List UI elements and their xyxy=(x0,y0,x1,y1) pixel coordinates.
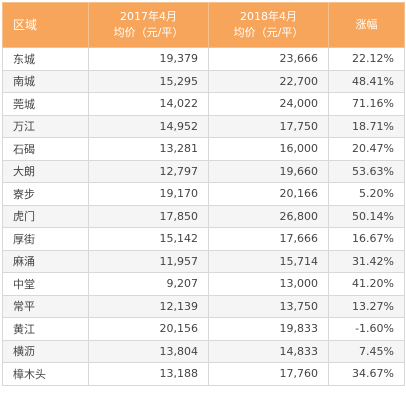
cell-price-2018: 17,666 xyxy=(208,227,329,251)
cell-area: 东城 xyxy=(2,47,89,71)
table-row: 石碣 13,281 16,000 20.47% xyxy=(2,137,405,161)
cell-price-2017: 9,207 xyxy=(88,272,209,296)
cell-price-2017: 17,850 xyxy=(88,204,209,228)
cell-price-2017: 14,952 xyxy=(88,114,209,138)
cell-price-2018: 14,833 xyxy=(208,339,329,363)
table-row: 万江 14,952 17,750 18.71% xyxy=(2,114,405,138)
cell-price-2017: 19,379 xyxy=(88,47,209,71)
cell-change: 22.12% xyxy=(328,47,405,71)
cell-price-2018: 20,166 xyxy=(208,182,329,206)
cell-price-2018: 15,714 xyxy=(208,249,329,273)
table-row: 樟木头 13,188 17,760 34.67% xyxy=(2,362,405,386)
cell-price-2017: 15,142 xyxy=(88,227,209,251)
cell-area: 万江 xyxy=(2,114,89,138)
table-row: 虎门 17,850 26,800 50.14% xyxy=(2,204,405,228)
cell-area: 大朗 xyxy=(2,159,89,183)
header-area: 区域 xyxy=(2,2,89,48)
cell-price-2018: 23,666 xyxy=(208,47,329,71)
cell-area: 虎门 xyxy=(2,204,89,228)
cell-change: 20.47% xyxy=(328,137,405,161)
cell-price-2017: 13,281 xyxy=(88,137,209,161)
table-row: 中堂 9,207 13,000 41.20% xyxy=(2,272,405,296)
header-area-label: 区域 xyxy=(13,18,38,32)
cell-area: 石碣 xyxy=(2,137,89,161)
cell-price-2018: 17,750 xyxy=(208,114,329,138)
cell-change: 18.71% xyxy=(328,114,405,138)
cell-change: 41.20% xyxy=(328,272,405,296)
table-row: 麻涌 11,957 15,714 31.42% xyxy=(2,249,405,273)
header-change-label: 涨幅 xyxy=(355,18,378,31)
price-table: 区域 2017年4月 均价（元/平） 2018年4月 均价（元/平） 涨幅 东城… xyxy=(2,2,405,386)
cell-price-2017: 15,295 xyxy=(88,69,209,93)
cell-price-2018: 19,833 xyxy=(208,317,329,341)
table-row: 大朗 12,797 19,660 53.63% xyxy=(2,159,405,183)
cell-change: 34.67% xyxy=(328,362,405,386)
cell-change: 53.63% xyxy=(328,159,405,183)
cell-price-2017: 20,156 xyxy=(88,317,209,341)
table-row: 常平 12,139 13,750 13.27% xyxy=(2,294,405,318)
cell-area: 黄江 xyxy=(2,317,89,341)
cell-price-2018: 24,000 xyxy=(208,92,329,116)
cell-area: 南城 xyxy=(2,69,89,93)
table-row: 南城 15,295 22,700 48.41% xyxy=(2,69,405,93)
cell-price-2017: 14,022 xyxy=(88,92,209,116)
cell-change: 48.41% xyxy=(328,69,405,93)
table-row: 黄江 20,156 19,833 -1.60% xyxy=(2,317,405,341)
header-2017-line1: 2017年4月 xyxy=(120,10,177,23)
cell-price-2018: 26,800 xyxy=(208,204,329,228)
cell-price-2018: 13,000 xyxy=(208,272,329,296)
cell-change: 50.14% xyxy=(328,204,405,228)
cell-price-2018: 17,760 xyxy=(208,362,329,386)
cell-area: 麻涌 xyxy=(2,249,89,273)
cell-area: 厚街 xyxy=(2,227,89,251)
cell-price-2018: 22,700 xyxy=(208,69,329,93)
table-row: 厚街 15,142 17,666 16.67% xyxy=(2,227,405,251)
cell-change: 13.27% xyxy=(328,294,405,318)
cell-area: 寮步 xyxy=(2,182,89,206)
header-2018: 2018年4月 均价（元/平） xyxy=(208,2,329,48)
cell-area: 莞城 xyxy=(2,92,89,116)
cell-change: 31.42% xyxy=(328,249,405,273)
cell-area: 横沥 xyxy=(2,339,89,363)
cell-price-2018: 13,750 xyxy=(208,294,329,318)
header-change: 涨幅 xyxy=(328,2,405,48)
table-row: 莞城 14,022 24,000 71.16% xyxy=(2,92,405,116)
cell-price-2017: 11,957 xyxy=(88,249,209,273)
cell-change: 7.45% xyxy=(328,339,405,363)
header-2018-line2: 均价（元/平） xyxy=(233,26,304,39)
cell-price-2017: 12,797 xyxy=(88,159,209,183)
table-row: 横沥 13,804 14,833 7.45% xyxy=(2,339,405,363)
cell-price-2018: 16,000 xyxy=(208,137,329,161)
cell-change: 71.16% xyxy=(328,92,405,116)
cell-area: 樟木头 xyxy=(2,362,89,386)
cell-price-2017: 19,170 xyxy=(88,182,209,206)
table-row: 东城 19,379 23,666 22.12% xyxy=(2,47,405,71)
header-2018-line1: 2018年4月 xyxy=(240,10,297,23)
table-header-row: 区域 2017年4月 均价（元/平） 2018年4月 均价（元/平） 涨幅 xyxy=(2,2,405,48)
cell-price-2017: 13,804 xyxy=(88,339,209,363)
cell-price-2017: 12,139 xyxy=(88,294,209,318)
cell-area: 中堂 xyxy=(2,272,89,296)
header-2017: 2017年4月 均价（元/平） xyxy=(88,2,209,48)
cell-price-2018: 19,660 xyxy=(208,159,329,183)
table-row: 寮步 19,170 20,166 5.20% xyxy=(2,182,405,206)
header-2017-line2: 均价（元/平） xyxy=(113,26,184,39)
cell-price-2017: 13,188 xyxy=(88,362,209,386)
cell-change: -1.60% xyxy=(328,317,405,341)
cell-area: 常平 xyxy=(2,294,89,318)
cell-change: 5.20% xyxy=(328,182,405,206)
cell-change: 16.67% xyxy=(328,227,405,251)
